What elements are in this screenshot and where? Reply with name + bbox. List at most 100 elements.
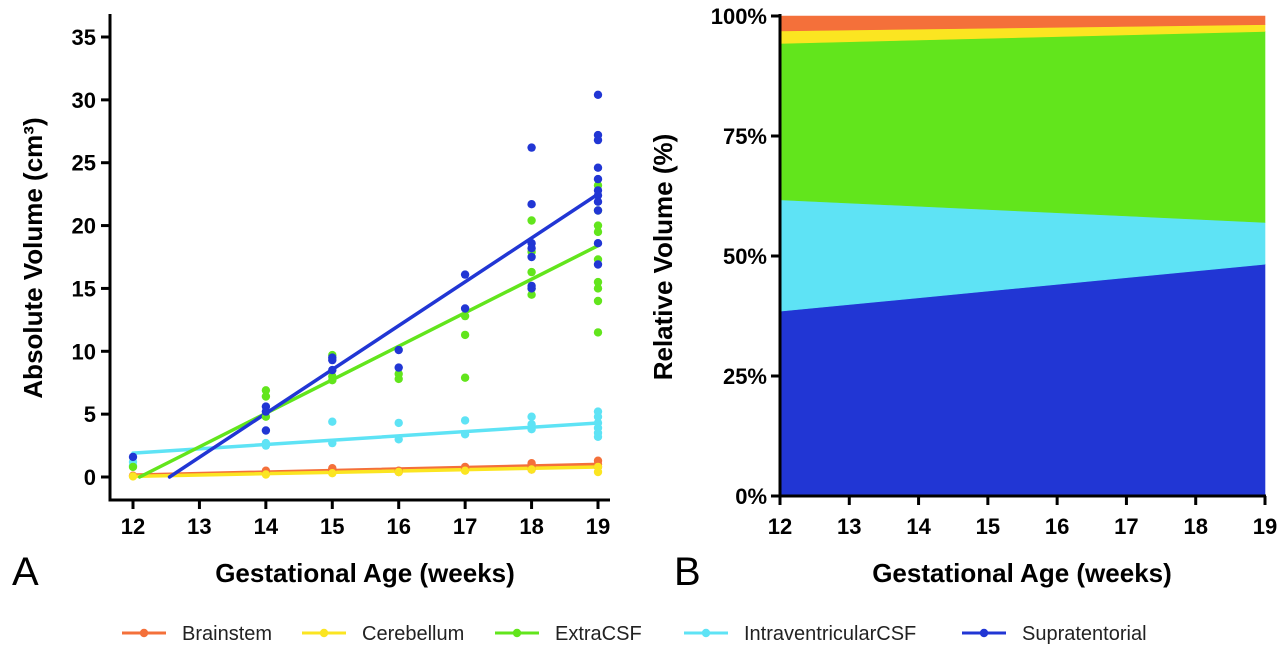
legend-item-brainstem: Brainstem bbox=[122, 623, 272, 645]
panel-a-y-tick-label: 25 bbox=[72, 151, 96, 176]
point-intraventricularcsf bbox=[527, 412, 536, 421]
point-supratentorial bbox=[460, 304, 470, 313]
panel-a-x-tick-label: 13 bbox=[187, 514, 211, 539]
point-extracsf bbox=[460, 311, 470, 321]
panel-b-x-tick-label: 15 bbox=[976, 514, 1000, 539]
panel-a-y-tick-label: 0 bbox=[84, 465, 96, 490]
point-extracsf bbox=[527, 267, 536, 277]
legend-item-supratentorial: Supratentorial bbox=[962, 623, 1147, 645]
legend-label-cerebellum: Cerebellum bbox=[362, 623, 464, 645]
point-extracsf bbox=[593, 277, 603, 287]
point-intraventricularcsf bbox=[328, 438, 337, 448]
point-supratentorial bbox=[527, 143, 536, 152]
legend-marker-supratentorial bbox=[979, 628, 989, 638]
point-intraventricularcsf bbox=[394, 418, 403, 428]
panel-b-x-tick-label: 16 bbox=[1045, 514, 1069, 539]
point-supratentorial bbox=[527, 200, 536, 209]
legend-label-extracsf: ExtraCSF bbox=[555, 623, 642, 645]
point-cerebellum bbox=[394, 467, 403, 477]
fit-line-extracsf bbox=[137, 243, 600, 479]
legend-item-cerebellum: Cerebellum bbox=[302, 623, 464, 645]
panel-a-letter: A bbox=[12, 550, 39, 594]
point-supratentorial bbox=[394, 363, 403, 372]
panel-a-x-tick-label: 12 bbox=[121, 514, 145, 539]
panel-b-x-tick-label: 12 bbox=[768, 514, 792, 539]
point-extracsf bbox=[460, 373, 470, 382]
panel-b-x-tick-label: 14 bbox=[906, 514, 931, 539]
point-supratentorial bbox=[593, 206, 603, 215]
legend-marker-intraventricularcsf bbox=[701, 628, 711, 638]
point-intraventricularcsf bbox=[394, 435, 403, 444]
point-supratentorial bbox=[593, 239, 603, 248]
panel-a-axes: 0 5 10 15 20 25 30 35 12 13 14 15 16 17 18 19 bbox=[72, 14, 610, 539]
point-intraventricularcsf bbox=[261, 438, 271, 448]
legend-item-extracsf: ExtraCSF bbox=[495, 623, 642, 645]
point-supratentorial bbox=[593, 90, 603, 100]
panel-a-y-tick-label: 15 bbox=[72, 276, 96, 301]
panel-b-x-tick-label: 18 bbox=[1183, 514, 1207, 539]
point-intraventricularcsf bbox=[460, 430, 470, 439]
legend-item-intraventricularcsf: IntraventricularCSF bbox=[684, 623, 916, 645]
panel-a-y-tick-label: 5 bbox=[84, 402, 96, 427]
panel-b-areas bbox=[779, 15, 1266, 497]
legend: Brainstem Cerebellum ExtraCSF Intraventricu… bbox=[122, 623, 1147, 645]
point-intraventricularcsf bbox=[593, 412, 603, 421]
panel-b-y-tick-label: 50% bbox=[723, 244, 767, 269]
point-supratentorial bbox=[328, 365, 337, 375]
panel-b-letter: B bbox=[674, 550, 701, 594]
point-supratentorial bbox=[328, 355, 337, 365]
point-cerebellum bbox=[261, 470, 271, 479]
point-extracsf bbox=[527, 290, 536, 299]
panel-a-x-tick-label: 14 bbox=[254, 514, 279, 539]
panel-b-y-tick-label: 75% bbox=[723, 124, 767, 149]
panel-b-axes: 0% 25% 50% 75% 100% 12 13 14 15 16 17 18 19 bbox=[711, 4, 1278, 539]
point-extracsf bbox=[128, 462, 138, 472]
panel-a-x-tick-label: 17 bbox=[453, 514, 477, 539]
point-intraventricularcsf bbox=[460, 416, 470, 425]
panel-b-x-axis-label: Gestational Age (weeks) bbox=[872, 558, 1172, 588]
panel-a-scatter-chart: 0 5 10 15 20 25 30 35 12 13 14 15 16 17 18 19 Absolute … bbox=[12, 14, 610, 594]
point-cerebellum bbox=[128, 472, 138, 481]
point-extracsf bbox=[593, 221, 603, 230]
panel-a-y-tick-label: 30 bbox=[72, 88, 96, 113]
point-extracsf bbox=[394, 374, 403, 384]
point-extracsf bbox=[593, 227, 603, 237]
legend-label-brainstem: Brainstem bbox=[182, 623, 272, 645]
point-supratentorial bbox=[128, 452, 138, 462]
panel-a-y-tick-label: 10 bbox=[72, 339, 96, 364]
point-supratentorial bbox=[593, 135, 603, 145]
legend-label-intraventricularcsf: IntraventricularCSF bbox=[744, 623, 916, 645]
panel-b-x-tick-label: 13 bbox=[837, 514, 861, 539]
point-intraventricularcsf bbox=[527, 425, 536, 434]
point-extracsf bbox=[527, 216, 536, 225]
panel-a-x-axis-label: Gestational Age (weeks) bbox=[215, 558, 515, 588]
point-supratentorial bbox=[593, 260, 603, 269]
point-cerebellum bbox=[593, 467, 603, 477]
panel-a-x-tick-label: 15 bbox=[320, 514, 344, 539]
point-intraventricularcsf bbox=[593, 432, 603, 441]
point-supratentorial bbox=[527, 284, 536, 293]
panel-b-stacked-area-chart: 0% 25% 50% 75% 100% 12 13 14 15 16 17 18 19 Relative… bbox=[648, 4, 1277, 594]
fit-line-supratentorial bbox=[167, 192, 600, 479]
point-extracsf bbox=[261, 386, 271, 395]
fit-line-cerebellum bbox=[131, 465, 600, 479]
point-supratentorial bbox=[261, 407, 271, 416]
panel-b-y-tick-label: 0% bbox=[735, 484, 767, 509]
panel-a-y-tick-label: 35 bbox=[72, 25, 96, 50]
panel-b-x-tick-label: 17 bbox=[1114, 514, 1138, 539]
panel-b-y-tick-label: 100% bbox=[711, 4, 767, 29]
panel-a-fit-lines bbox=[131, 192, 600, 479]
legend-marker-brainstem bbox=[139, 628, 149, 638]
point-supratentorial bbox=[593, 191, 603, 200]
panel-b-y-tick-label: 25% bbox=[723, 364, 767, 389]
point-extracsf bbox=[593, 296, 603, 306]
panel-a-y-tick-label: 20 bbox=[72, 214, 96, 239]
point-supratentorial bbox=[261, 426, 271, 435]
panel-b-y-axis-label: Relative Volume (%) bbox=[648, 134, 678, 381]
point-intraventricularcsf bbox=[328, 417, 337, 426]
panel-b-x-tick-label: 19 bbox=[1253, 514, 1277, 539]
point-cerebellum bbox=[527, 465, 536, 474]
point-extracsf bbox=[460, 330, 470, 340]
point-extracsf bbox=[261, 392, 271, 401]
